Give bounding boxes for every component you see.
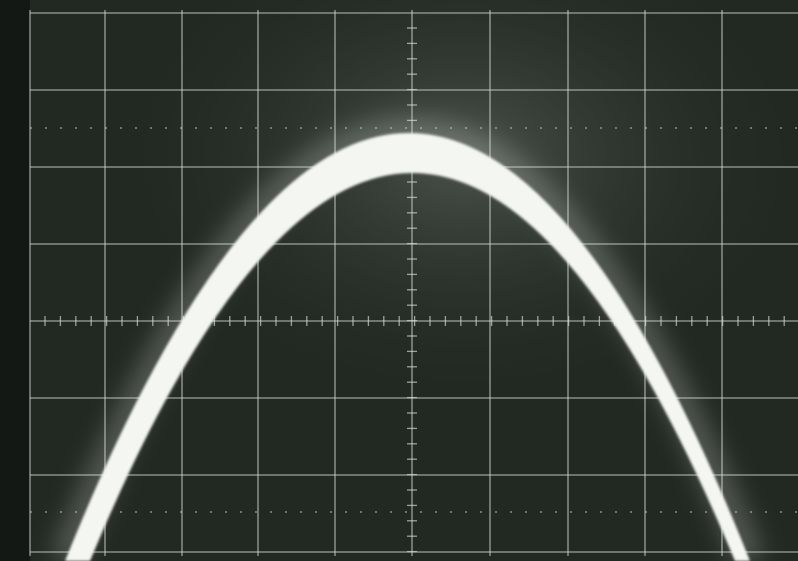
left-bezel [0, 0, 30, 561]
page: (() => { const svg = document.getElement… [0, 0, 798, 561]
oscilloscope-photo [0, 0, 798, 561]
